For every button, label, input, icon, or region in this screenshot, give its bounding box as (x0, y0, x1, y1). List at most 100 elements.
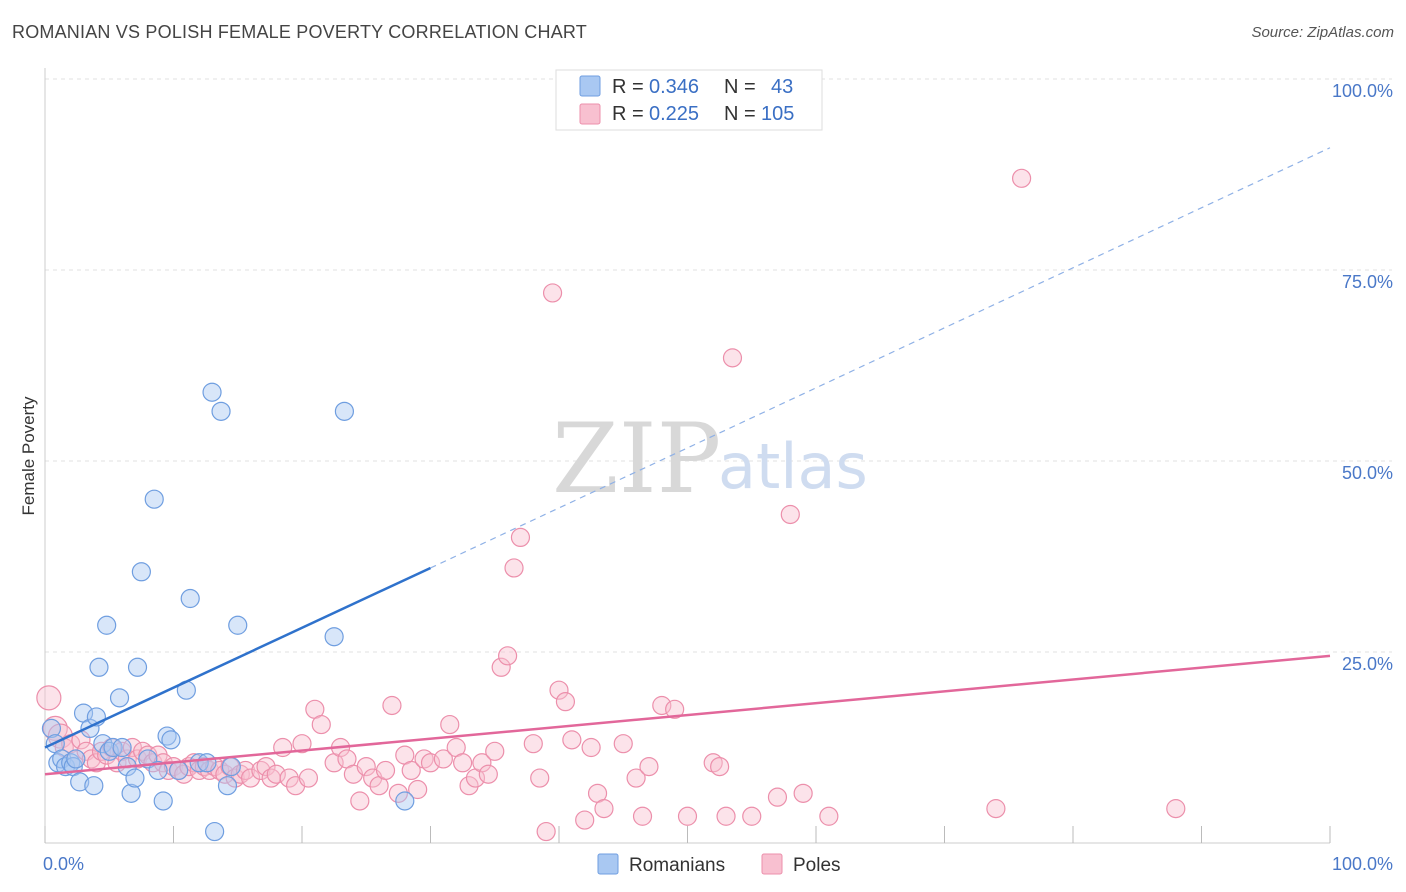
point-romanians (127, 657, 148, 677)
point-poles (117, 749, 137, 769)
point-romanians (70, 772, 90, 792)
point-poles (491, 657, 511, 677)
point-poles (562, 730, 582, 750)
legend-swatch-poles (579, 103, 601, 125)
point-poles (42, 715, 68, 742)
point-poles (256, 756, 276, 777)
point-romanians (144, 489, 164, 509)
point-poles (498, 646, 518, 666)
point-romanians (66, 749, 86, 769)
point-poles (81, 749, 101, 769)
point-romanians (211, 401, 231, 421)
point-poles (555, 692, 576, 712)
point-romanians (202, 382, 222, 402)
point-poles (292, 734, 312, 754)
y-tick-label: 75.0% (1342, 272, 1393, 292)
point-romanians (89, 657, 109, 677)
legend-r-label-romanians: R = (612, 76, 644, 98)
y-axis-label: Female Poverty (19, 396, 38, 516)
point-romanians (99, 741, 119, 761)
point-romanians (228, 615, 248, 635)
legend-r-value-poles: 0.225 (649, 103, 699, 125)
point-poles (472, 753, 492, 773)
trend-line-romanians (44, 566, 432, 749)
legend-n-value-poles: 105 (761, 103, 794, 125)
legend-r-value-romanians: 0.346 (649, 76, 699, 98)
legend-swatch-romanians (579, 75, 601, 97)
x-tick-labels: 0.0% 100.0% (43, 854, 1393, 874)
point-poles (356, 756, 376, 777)
point-poles (122, 737, 142, 758)
point-poles (485, 741, 505, 761)
point-poles (632, 806, 653, 826)
point-romanians (97, 615, 117, 635)
point-poles (36, 685, 62, 711)
x-tick-label-max: 100.0% (1332, 854, 1393, 874)
point-romanians (41, 718, 62, 739)
point-poles (478, 764, 498, 784)
point-romanians (148, 760, 168, 781)
point-poles (225, 768, 245, 788)
point-poles (677, 806, 698, 826)
watermark-atlas: atlas (718, 430, 868, 503)
trend-lines (44, 147, 1331, 776)
point-romanians (93, 734, 113, 754)
point-romanians (395, 791, 415, 811)
point-poles (793, 783, 813, 803)
point-poles (266, 764, 286, 784)
point-romanians (334, 401, 355, 421)
point-poles (639, 756, 659, 777)
point-poles (251, 760, 271, 781)
y-tick-label: 25.0% (1342, 654, 1393, 674)
point-poles (542, 283, 563, 303)
point-poles (1011, 168, 1032, 188)
legend-n-label-poles: N = (724, 103, 756, 125)
axes (44, 68, 1331, 844)
point-romanians (125, 768, 145, 788)
grid-lines (45, 78, 1392, 653)
y-tick-labels: 25.0% 50.0% 75.0% 100.0% (1332, 81, 1393, 674)
point-poles (819, 806, 839, 826)
point-poles (382, 695, 402, 716)
point-poles (523, 734, 543, 754)
point-poles (279, 768, 299, 788)
bottom-legend: Romanians Poles (597, 853, 841, 876)
point-poles (1166, 799, 1186, 819)
point-romanians (197, 753, 217, 773)
point-poles (742, 806, 762, 826)
point-poles (530, 768, 550, 788)
point-poles (440, 714, 460, 735)
point-poles (504, 558, 524, 578)
data-points (36, 168, 1186, 842)
point-poles (716, 806, 736, 826)
legend-r-label-poles: R = (612, 103, 644, 125)
point-poles (575, 810, 595, 830)
point-poles (408, 779, 428, 800)
point-romanians (131, 562, 151, 582)
point-poles (433, 749, 453, 769)
point-poles (189, 760, 209, 781)
point-poles (158, 760, 178, 781)
point-poles (459, 776, 479, 796)
point-poles (665, 699, 685, 719)
point-poles (241, 768, 261, 788)
point-poles (199, 760, 220, 781)
point-poles (722, 348, 743, 368)
point-poles (594, 799, 614, 819)
x-tick-label-min: 0.0% (43, 854, 84, 874)
point-romanians (84, 776, 104, 796)
point-poles (401, 760, 421, 781)
legend-n-value-romanians: 43 (771, 76, 793, 98)
chart-title: ROMANIAN VS POLISH FEMALE POVERTY CORREL… (12, 22, 587, 42)
y-tick-label: 100.0% (1332, 81, 1393, 101)
point-poles (780, 504, 800, 525)
point-romanians (112, 737, 132, 758)
legend: R = 0.346 N = 43 R = 0.225 N = 105 (555, 69, 823, 131)
point-poles (613, 734, 633, 754)
point-poles (311, 714, 331, 735)
point-poles (420, 753, 441, 773)
point-romanians (109, 688, 130, 708)
point-poles (652, 695, 672, 716)
watermark-zip: ZIP (552, 403, 721, 515)
